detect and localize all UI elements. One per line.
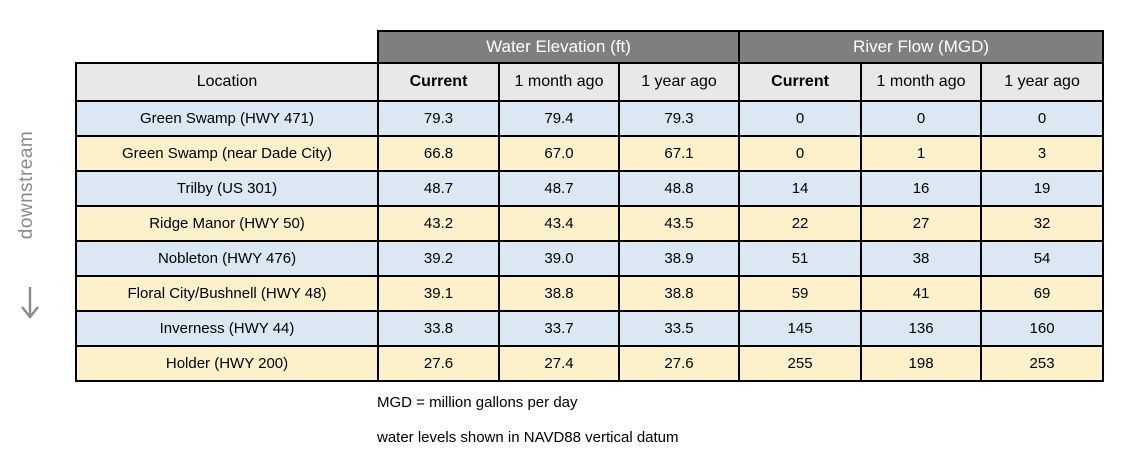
rf-month-cell: 0 xyxy=(860,100,983,137)
we-year-cell: 43.5 xyxy=(617,205,741,242)
we-current-cell: 79.3 xyxy=(377,100,500,137)
location-cell: Ridge Manor (HWY 50) xyxy=(75,205,379,242)
blank-corner xyxy=(76,31,378,63)
rf-current-cell: 51 xyxy=(738,240,863,277)
rf-year-cell: 69 xyxy=(980,275,1105,312)
we-current-cell: 43.2 xyxy=(377,205,500,242)
we-current-cell: 27.6 xyxy=(377,345,500,382)
column-header-we-year: 1 year ago xyxy=(617,62,741,102)
rf-current-cell: 0 xyxy=(738,100,863,137)
location-cell: Green Swamp (HWY 471) xyxy=(75,100,379,137)
rf-year-cell: 54 xyxy=(980,240,1105,277)
we-year-cell: 38.9 xyxy=(617,240,741,277)
column-header-rf-month: 1 month ago xyxy=(860,62,983,102)
location-cell: Nobleton (HWY 476) xyxy=(75,240,379,277)
rf-year-cell: 0 xyxy=(980,100,1105,137)
rf-current-cell: 14 xyxy=(738,170,863,207)
downstream-label: downstream xyxy=(16,130,37,240)
we-month-cell: 67.0 xyxy=(498,135,620,172)
rf-year-cell: 3 xyxy=(980,135,1105,172)
rf-current-cell: 59 xyxy=(738,275,863,312)
location-cell: Holder (HWY 200) xyxy=(75,345,379,382)
table-row: Nobleton (HWY 476) 39.2 39.0 38.9 51 38 … xyxy=(75,240,1105,277)
down-arrow-icon xyxy=(21,287,39,319)
table-row: Holder (HWY 200) 27.6 27.4 27.6 255 198 … xyxy=(75,345,1105,382)
rf-year-cell: 253 xyxy=(980,345,1105,382)
rf-month-cell: 1 xyxy=(860,135,983,172)
table-row: Ridge Manor (HWY 50) 43.2 43.4 43.5 22 2… xyxy=(75,205,1105,242)
rf-month-cell: 16 xyxy=(860,170,983,207)
group-header-water-elevation: Water Elevation (ft) xyxy=(376,30,741,64)
column-header-we-current: Current xyxy=(377,62,500,102)
rf-current-cell: 145 xyxy=(738,310,863,347)
rf-current-cell: 255 xyxy=(738,345,863,382)
we-month-cell: 39.0 xyxy=(498,240,620,277)
river-levels-table: Water Elevation (ft) River Flow (MGD) Lo… xyxy=(75,30,1105,382)
table-row: Inverness (HWY 44) 33.8 33.7 33.5 145 13… xyxy=(75,310,1105,347)
we-year-cell: 48.8 xyxy=(617,170,741,207)
we-month-cell: 27.4 xyxy=(498,345,620,382)
column-header-rf-year: 1 year ago xyxy=(980,62,1105,102)
we-month-cell: 79.4 xyxy=(498,100,620,137)
column-header-row: Location Current 1 month ago 1 year ago … xyxy=(75,62,1105,102)
rf-month-cell: 38 xyxy=(860,240,983,277)
we-current-cell: 48.7 xyxy=(377,170,500,207)
footnote-mgd: MGD = million gallons per day xyxy=(377,394,578,411)
location-cell: Inverness (HWY 44) xyxy=(75,310,379,347)
table-row: Green Swamp (near Dade City) 66.8 67.0 6… xyxy=(75,135,1105,172)
rf-year-cell: 32 xyxy=(980,205,1105,242)
rf-month-cell: 27 xyxy=(860,205,983,242)
we-current-cell: 39.1 xyxy=(377,275,500,312)
column-header-we-month: 1 month ago xyxy=(498,62,620,102)
rf-month-cell: 41 xyxy=(860,275,983,312)
location-cell: Floral City/Bushnell (HWY 48) xyxy=(75,275,379,312)
we-year-cell: 38.8 xyxy=(617,275,741,312)
rf-current-cell: 22 xyxy=(738,205,863,242)
location-cell: Trilby (US 301) xyxy=(75,170,379,207)
rf-year-cell: 19 xyxy=(980,170,1105,207)
we-month-cell: 43.4 xyxy=(498,205,620,242)
footnote-datum: water levels shown in NAVD88 vertical da… xyxy=(377,429,679,446)
we-month-cell: 48.7 xyxy=(498,170,620,207)
we-year-cell: 33.5 xyxy=(617,310,741,347)
we-month-cell: 33.7 xyxy=(498,310,620,347)
group-header-river-flow: River Flow (MGD) xyxy=(738,30,1105,64)
rf-year-cell: 160 xyxy=(980,310,1105,347)
we-year-cell: 27.6 xyxy=(617,345,741,382)
we-current-cell: 39.2 xyxy=(377,240,500,277)
we-month-cell: 38.8 xyxy=(498,275,620,312)
table-row: Trilby (US 301) 48.7 48.7 48.8 14 16 19 xyxy=(75,170,1105,207)
table-row: Green Swamp (HWY 471) 79.3 79.4 79.3 0 0… xyxy=(75,100,1105,137)
table-row: Floral City/Bushnell (HWY 48) 39.1 38.8 … xyxy=(75,275,1105,312)
rf-current-cell: 0 xyxy=(738,135,863,172)
we-current-cell: 66.8 xyxy=(377,135,500,172)
location-cell: Green Swamp (near Dade City) xyxy=(75,135,379,172)
rf-month-cell: 198 xyxy=(860,345,983,382)
we-year-cell: 79.3 xyxy=(617,100,741,137)
we-year-cell: 67.1 xyxy=(617,135,741,172)
column-header-rf-current: Current xyxy=(738,62,863,102)
we-current-cell: 33.8 xyxy=(377,310,500,347)
column-header-location: Location xyxy=(75,62,379,102)
rf-month-cell: 136 xyxy=(860,310,983,347)
group-header-row: Water Elevation (ft) River Flow (MGD) xyxy=(76,30,1105,64)
